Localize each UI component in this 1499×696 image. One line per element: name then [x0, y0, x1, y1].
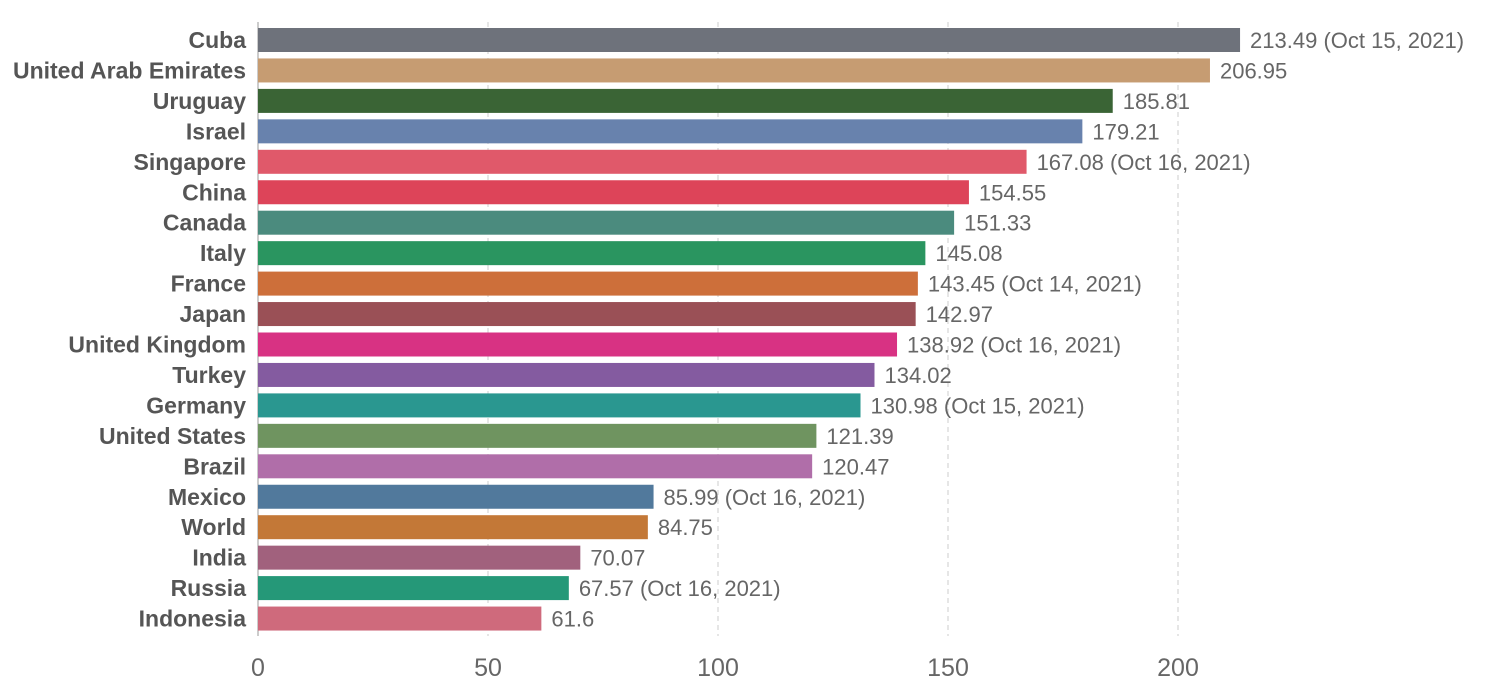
category-label: United States	[99, 423, 246, 449]
bar	[258, 241, 926, 266]
category-label: Brazil	[183, 453, 246, 479]
value-label: 61.6	[551, 607, 594, 632]
bar	[258, 423, 817, 448]
bar	[258, 149, 1027, 174]
category-label: Russia	[171, 575, 247, 601]
bar	[258, 302, 916, 327]
value-label: 154.55	[979, 180, 1046, 205]
x-tick-label: 0	[251, 654, 265, 682]
value-label: 67.57 (Oct 16, 2021)	[579, 576, 781, 601]
category-label: Italy	[200, 240, 246, 266]
value-label: 213.49 (Oct 15, 2021)	[1250, 28, 1464, 53]
category-label: United Kingdom	[68, 332, 246, 358]
value-label: 134.02	[884, 363, 951, 388]
category-label: Canada	[163, 210, 246, 236]
category-label: China	[182, 179, 246, 205]
bar	[258, 28, 1241, 52]
bar	[258, 606, 542, 631]
bar	[258, 119, 1083, 144]
value-label: 84.75	[658, 515, 713, 540]
bar	[258, 576, 569, 601]
x-tick-label: 50	[474, 654, 502, 682]
bar	[258, 210, 955, 235]
bar	[258, 180, 969, 205]
x-tick-label: 200	[1157, 654, 1199, 682]
value-label: 143.45 (Oct 14, 2021)	[928, 272, 1142, 297]
x-tick-label: 100	[697, 654, 739, 682]
value-label: 70.07	[590, 546, 645, 571]
bar	[258, 545, 581, 570]
value-labels: 213.49 (Oct 15, 2021) 206.95 185.81 179.21 1…	[551, 28, 1464, 632]
category-label: Germany	[146, 392, 246, 418]
category-label: Uruguay	[153, 88, 247, 114]
bar	[258, 271, 918, 296]
value-label: 145.08	[935, 241, 1002, 266]
category-label: Israel	[186, 118, 246, 144]
value-label: 130.98 (Oct 15, 2021)	[871, 393, 1085, 418]
category-label: Mexico	[168, 484, 246, 510]
value-label: 120.47	[822, 454, 889, 479]
bar	[258, 454, 813, 479]
bar	[258, 484, 654, 509]
x-tick-label: 150	[927, 654, 969, 682]
category-label: Singapore	[134, 149, 246, 175]
value-label: 206.95	[1220, 58, 1287, 83]
category-labels: Cuba United Arab Emirates Uruguay Israel Sin…	[13, 27, 246, 632]
bar	[258, 58, 1210, 83]
value-label: 167.08 (Oct 16, 2021)	[1037, 150, 1251, 175]
category-label: Turkey	[172, 362, 246, 388]
value-label: 138.92 (Oct 16, 2021)	[907, 333, 1121, 358]
category-label: Indonesia	[139, 606, 247, 632]
bar	[258, 393, 861, 418]
category-label: India	[192, 545, 246, 571]
bar	[258, 88, 1113, 113]
bar	[258, 362, 875, 387]
bar	[258, 332, 898, 357]
category-label: World	[181, 514, 246, 540]
value-label: 85.99 (Oct 16, 2021)	[664, 485, 866, 510]
category-label: Japan	[180, 301, 246, 327]
grid-lines	[257, 22, 1179, 636]
value-label: 142.97	[926, 302, 993, 327]
value-label: 121.39	[826, 424, 893, 449]
value-label: 151.33	[964, 211, 1031, 236]
bar	[258, 515, 648, 540]
category-label: United Arab Emirates	[13, 57, 246, 83]
x-axis-ticks: 0 50 100 150 200	[251, 654, 1199, 682]
value-label: 179.21	[1092, 119, 1159, 144]
category-label: France	[171, 271, 246, 297]
category-label: Cuba	[189, 27, 247, 53]
value-label: 185.81	[1123, 89, 1190, 114]
bars	[258, 28, 1241, 631]
